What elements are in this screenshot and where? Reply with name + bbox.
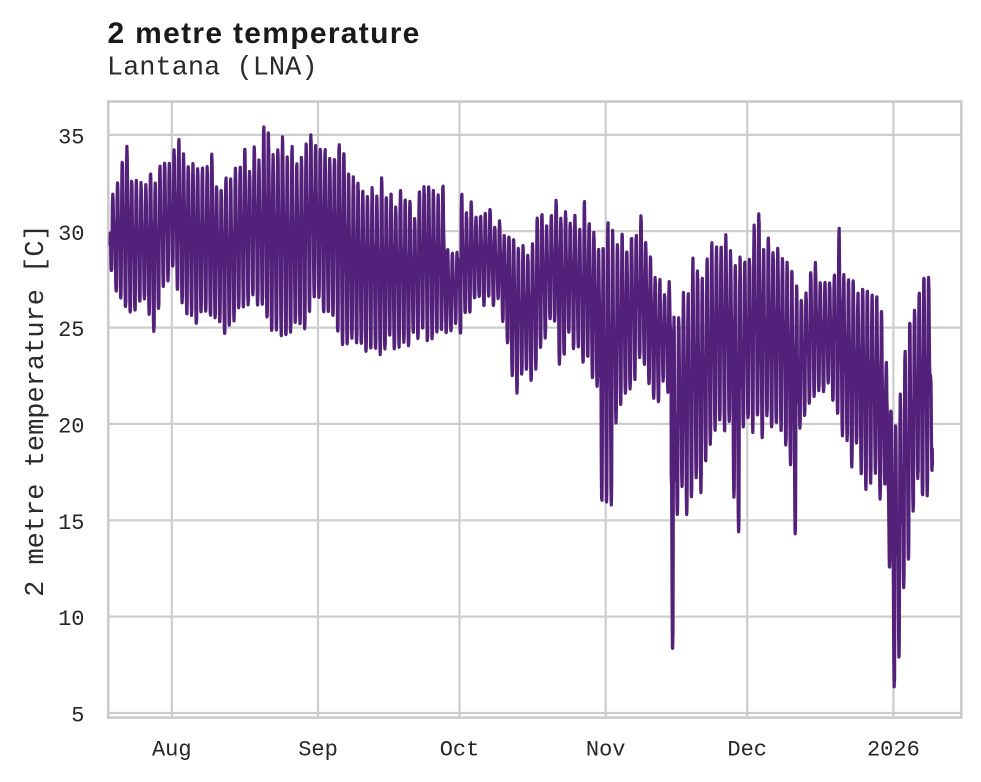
svg-text:2026: 2026 [867, 737, 920, 762]
svg-text:Lantana (LNA): Lantana (LNA) [107, 53, 318, 83]
svg-text:Aug: Aug [152, 737, 192, 762]
svg-text:10: 10 [58, 607, 84, 632]
svg-text:Dec: Dec [727, 737, 767, 762]
svg-text:20: 20 [58, 415, 84, 440]
svg-text:2 metre temperature: 2 metre temperature [108, 17, 421, 50]
svg-text:Oct: Oct [440, 737, 480, 762]
svg-text:Nov: Nov [586, 737, 626, 762]
svg-text:35: 35 [58, 126, 84, 151]
svg-text:5: 5 [71, 704, 84, 729]
svg-text:25: 25 [58, 318, 84, 343]
svg-text:Sep: Sep [298, 737, 338, 762]
svg-text:15: 15 [58, 511, 84, 536]
svg-text:2 metre temperature [C]: 2 metre temperature [C] [22, 224, 52, 597]
svg-text:30: 30 [58, 222, 84, 247]
